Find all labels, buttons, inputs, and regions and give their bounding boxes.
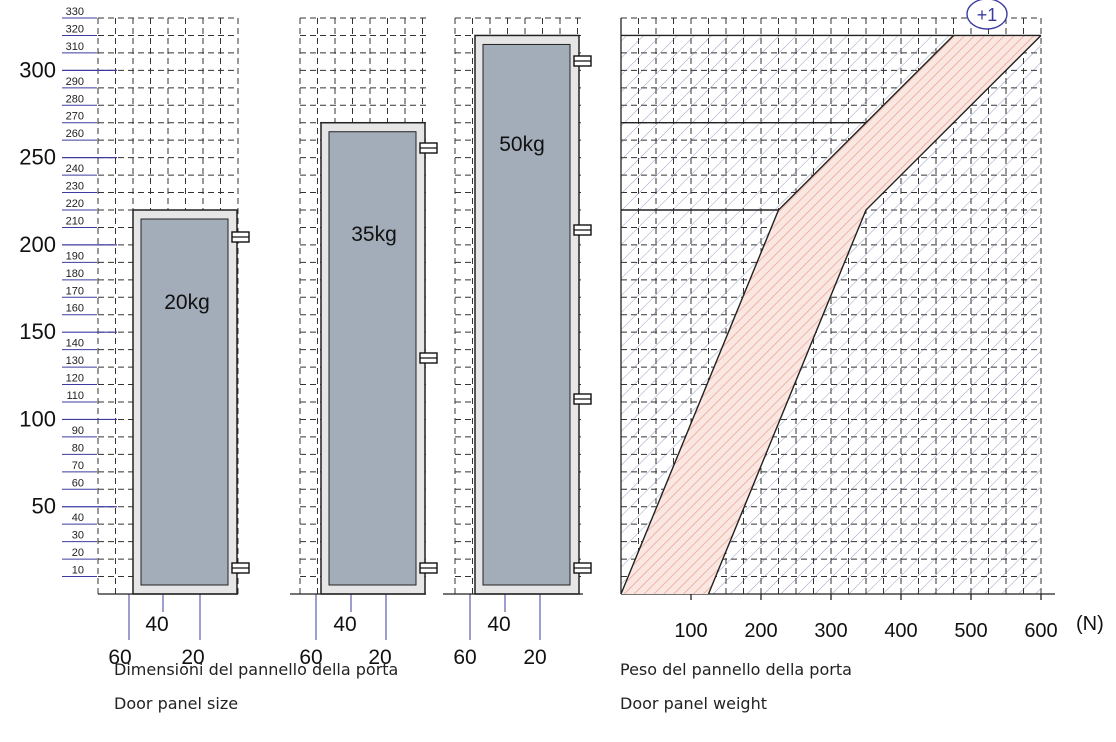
hinge-icon (573, 393, 592, 405)
hinge-icon (573, 562, 592, 574)
height-minor-label: 310 (66, 41, 84, 53)
height-minor-label: 230 (66, 181, 84, 193)
door-panel (328, 131, 417, 586)
hinge-icon (419, 142, 438, 154)
height-minor-label: 180 (66, 268, 84, 280)
height-major-label: 100 (19, 406, 56, 431)
height-minor-label: 190 (66, 250, 84, 262)
height-minor-label: 280 (66, 93, 84, 105)
hinge-icon (419, 562, 438, 574)
height-minor-label: 160 (66, 303, 84, 315)
height-minor-label: 120 (66, 373, 84, 385)
hinge-icon (231, 231, 250, 243)
weight-band (621, 35, 1041, 595)
height-major-label: 150 (19, 319, 56, 344)
height-minor-label: 290 (66, 76, 84, 88)
band-upper-edge (707, 34, 1042, 595)
height-minor-label: 170 (66, 285, 84, 297)
weight-chart (620, 0, 1042, 595)
width-label: 60 (453, 646, 476, 669)
x-tick-label: 400 (884, 620, 917, 642)
height-major-label: 250 (19, 145, 56, 170)
axes (62, 17, 1055, 640)
height-minor-label: 220 (66, 198, 84, 210)
door-weight-label: 35kg (351, 223, 397, 246)
x-tick-label: 200 (744, 620, 777, 642)
x-unit-label: (N) (1076, 613, 1104, 635)
caption-size-english: Door panel size (114, 694, 239, 713)
door-panel (482, 43, 571, 586)
height-minor-label: 130 (66, 355, 84, 367)
height-minor-label: 90 (72, 425, 84, 437)
x-tick-label: 300 (814, 620, 847, 642)
width-label: 60 (108, 646, 131, 669)
door-weight-label: 50kg (499, 133, 545, 156)
width-label: 40 (333, 613, 356, 636)
height-minor-label: 40 (72, 512, 84, 524)
height-major-label: 200 (19, 232, 56, 257)
overflow-marker-circle (966, 0, 1008, 30)
height-minor-label: 260 (66, 128, 84, 140)
caption-size-italian: Dimensioni del pannello della porta (114, 660, 399, 679)
width-label: 20 (368, 646, 391, 669)
height-minor-label: 30 (72, 530, 84, 542)
height-minor-label: 110 (66, 390, 84, 402)
hinge-icon (573, 55, 592, 67)
height-minor-label: 240 (66, 163, 84, 175)
door-panel (140, 218, 229, 586)
x-tick-label: 600 (1024, 620, 1057, 642)
height-minor-label: 140 (66, 338, 84, 350)
height-major-label: 50 (32, 494, 56, 519)
height-minor-label: 10 (72, 565, 84, 577)
hinge-icon (419, 352, 438, 364)
door-weight-label: 20kg (164, 291, 210, 314)
x-tick-label: 500 (954, 620, 987, 642)
hinge-icon (573, 224, 592, 236)
height-minor-label: 330 (66, 6, 84, 18)
height-minor-label: 320 (66, 23, 84, 35)
caption-weight-italian: Peso del pannello della porta (620, 660, 852, 679)
hinge-icon (231, 562, 250, 574)
door-panels (132, 34, 592, 595)
width-label: 40 (145, 613, 168, 636)
height-minor-label: 80 (72, 442, 84, 454)
height-minor-label: 60 (72, 477, 84, 489)
height-minor-label: 270 (66, 111, 84, 123)
width-label: 20 (523, 646, 546, 669)
height-major-label: 300 (19, 57, 56, 82)
width-label: 20 (181, 646, 204, 669)
width-label: 60 (299, 646, 322, 669)
labels: 10 20 30 40 60 70 80 90 110 120 130 140 160 170 180 190… (19, 5, 1103, 669)
overflow-marker-label: +1 (977, 5, 998, 25)
x-tick-label: 100 (674, 620, 707, 642)
caption-weight-english: Door panel weight (620, 694, 767, 713)
width-label: 40 (487, 613, 510, 636)
height-minor-label: 20 (72, 547, 84, 559)
height-minor-label: 210 (66, 215, 84, 227)
height-minor-label: 70 (72, 460, 84, 472)
